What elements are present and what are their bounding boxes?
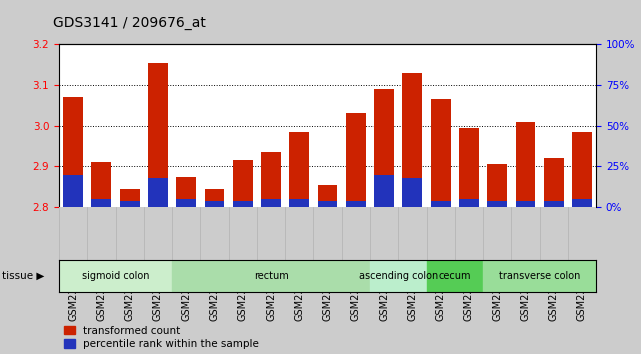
Text: GDS3141 / 209676_at: GDS3141 / 209676_at xyxy=(53,16,205,30)
Bar xyxy=(431,99,451,207)
Bar xyxy=(374,89,394,207)
Bar xyxy=(544,201,563,207)
Bar xyxy=(63,175,83,207)
Bar xyxy=(204,201,224,207)
Bar xyxy=(459,199,479,207)
Bar xyxy=(431,201,451,207)
Bar xyxy=(515,201,535,207)
Bar xyxy=(318,201,337,207)
Bar xyxy=(176,199,196,207)
Bar xyxy=(233,160,253,207)
Bar xyxy=(572,199,592,207)
Bar xyxy=(120,201,140,207)
Bar xyxy=(289,132,309,207)
Legend: transformed count, percentile rank within the sample: transformed count, percentile rank withi… xyxy=(64,326,259,349)
Bar xyxy=(289,199,309,207)
Bar xyxy=(346,114,366,207)
Text: tissue ▶: tissue ▶ xyxy=(2,271,44,281)
Bar xyxy=(233,201,253,207)
Bar xyxy=(92,199,112,207)
Bar xyxy=(487,164,507,207)
Bar xyxy=(403,178,422,207)
Bar xyxy=(544,158,563,207)
Text: cecum: cecum xyxy=(438,271,471,281)
Bar xyxy=(346,201,366,207)
Bar xyxy=(63,97,83,207)
Bar xyxy=(487,201,507,207)
Bar xyxy=(370,260,426,292)
Bar xyxy=(148,63,168,207)
Text: rectum: rectum xyxy=(254,271,288,281)
Bar xyxy=(172,260,370,292)
Bar xyxy=(261,199,281,207)
Bar xyxy=(459,128,479,207)
Text: ascending colon: ascending colon xyxy=(358,271,438,281)
Bar xyxy=(176,177,196,207)
Bar xyxy=(483,260,596,292)
Bar xyxy=(515,122,535,207)
Bar xyxy=(59,260,172,292)
Bar xyxy=(318,185,337,207)
Bar xyxy=(403,73,422,207)
Bar xyxy=(374,175,394,207)
Bar xyxy=(148,178,168,207)
Bar xyxy=(120,189,140,207)
Text: sigmoid colon: sigmoid colon xyxy=(82,271,149,281)
Bar xyxy=(572,132,592,207)
Bar xyxy=(261,152,281,207)
Text: transverse colon: transverse colon xyxy=(499,271,580,281)
Bar xyxy=(92,162,112,207)
Bar xyxy=(204,189,224,207)
Bar xyxy=(426,260,483,292)
